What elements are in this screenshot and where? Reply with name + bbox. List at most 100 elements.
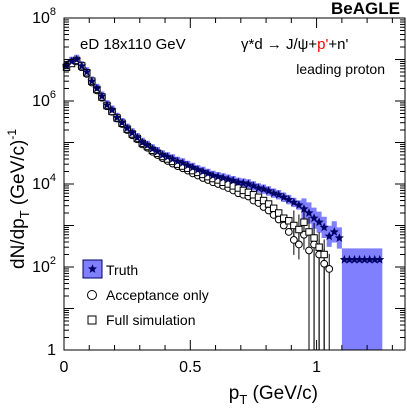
point-truth [243,179,253,188]
point-truth [279,192,289,202]
point-acceptance [305,246,313,255]
x-tick-label: 0 [60,359,69,376]
point-truth [238,178,248,187]
reaction-pre: γ*d → J/ψ+ [241,36,317,53]
y-tick-label: 108 [32,6,56,27]
point-truth [218,173,228,182]
point-truth [334,233,344,242]
point-truth [223,174,233,184]
point-fullsim [295,225,303,234]
point-fullsim [300,218,308,226]
x-axis-title-main: p [229,383,240,404]
x-tick-label: 0.5 [179,359,201,376]
reaction-post: +n' [328,36,348,53]
point-truth [168,154,178,163]
markers [61,54,385,273]
point-truth [92,83,102,93]
point-truth [329,227,339,236]
x-axis-title-sub: T [239,392,247,407]
point-truth [365,254,375,264]
point-truth [264,186,274,195]
point-truth [193,164,203,174]
point-truth [198,166,208,176]
point-truth [152,146,163,156]
point-truth [163,152,173,161]
point-truth [157,150,168,159]
point-truth [284,194,294,204]
y-tick-label: 1 [47,342,56,359]
point-truth [269,188,279,198]
point-truth [137,137,147,147]
point-truth [299,204,309,213]
point-fullsim [264,200,273,208]
reaction-proton: p' [317,36,328,53]
point-fullsim [310,234,318,242]
x-axis-title: pT (GeV/c) [229,383,318,407]
legend-star-icon [87,264,98,273]
point-truth [87,76,97,86]
point-truth [147,144,157,153]
point-truth [370,254,380,264]
y-tick-exponent: 4 [50,172,56,184]
point-truth [344,254,354,264]
y-tick-base: 10 [32,259,50,276]
point-truth [77,61,87,70]
point-truth [208,170,218,180]
y-axis-title: dN/dpT (GeV/c)-1 [5,129,32,269]
point-truth [72,54,82,64]
y-tick-base: 10 [32,10,50,27]
truth-band [64,54,383,351]
point-fullsim [290,221,298,230]
point-truth [258,184,269,194]
point-truth [274,189,284,199]
point-truth [309,213,319,223]
point-truth [314,217,324,227]
point-truth [349,254,360,264]
point-truth [213,171,223,181]
point-truth [183,160,193,170]
point-acceptance [284,228,293,236]
legend-circle-icon [87,290,97,300]
point-truth [132,132,142,142]
point-acceptance [289,235,298,244]
legend-fullsim-label: Full simulation [106,312,195,328]
experiment-label: BeAGLE [331,0,400,18]
x-axis-title-suffix: (GeV/c) [247,383,318,404]
y-tick-exponent: 6 [50,89,56,101]
point-truth [294,200,304,209]
point-truth [122,123,132,133]
point-fullsim [275,209,283,217]
point-truth [228,175,238,185]
point-fullsim [320,250,328,259]
point-truth [360,254,370,264]
y-tick-label: 102 [32,255,56,276]
legend-entry-acceptance: Acceptance only [87,287,209,303]
point-truth [82,67,92,76]
point-truth [354,254,365,264]
point-truth [178,158,188,167]
y-tick-label: 106 [32,89,56,110]
legend-entry-fullsim: Full simulation [87,312,195,328]
point-truth [67,56,77,66]
point-truth [375,254,385,264]
y-tick-base: 1 [47,342,56,359]
beam-label: eD 18x110 GeV [80,36,186,53]
point-fullsim [305,228,313,236]
point-acceptance [320,259,329,268]
point-acceptance [325,264,334,273]
point-truth [203,168,213,178]
point-fullsim [269,204,278,212]
point-truth [248,181,259,190]
y-tick-base: 10 [32,176,50,193]
x-tick-label: 1 [312,359,321,376]
legend-entry-truth: Truth [82,259,138,279]
legend-square-icon [87,315,97,325]
legend-acceptance-label: Acceptance only [106,287,209,303]
point-truth [233,177,243,187]
point-truth [117,117,127,127]
point-truth [112,112,122,122]
reaction-label: γ*d → J/ψ+p'+n' [241,36,348,53]
point-truth [324,231,334,241]
legend-truth-label: Truth [106,262,138,278]
